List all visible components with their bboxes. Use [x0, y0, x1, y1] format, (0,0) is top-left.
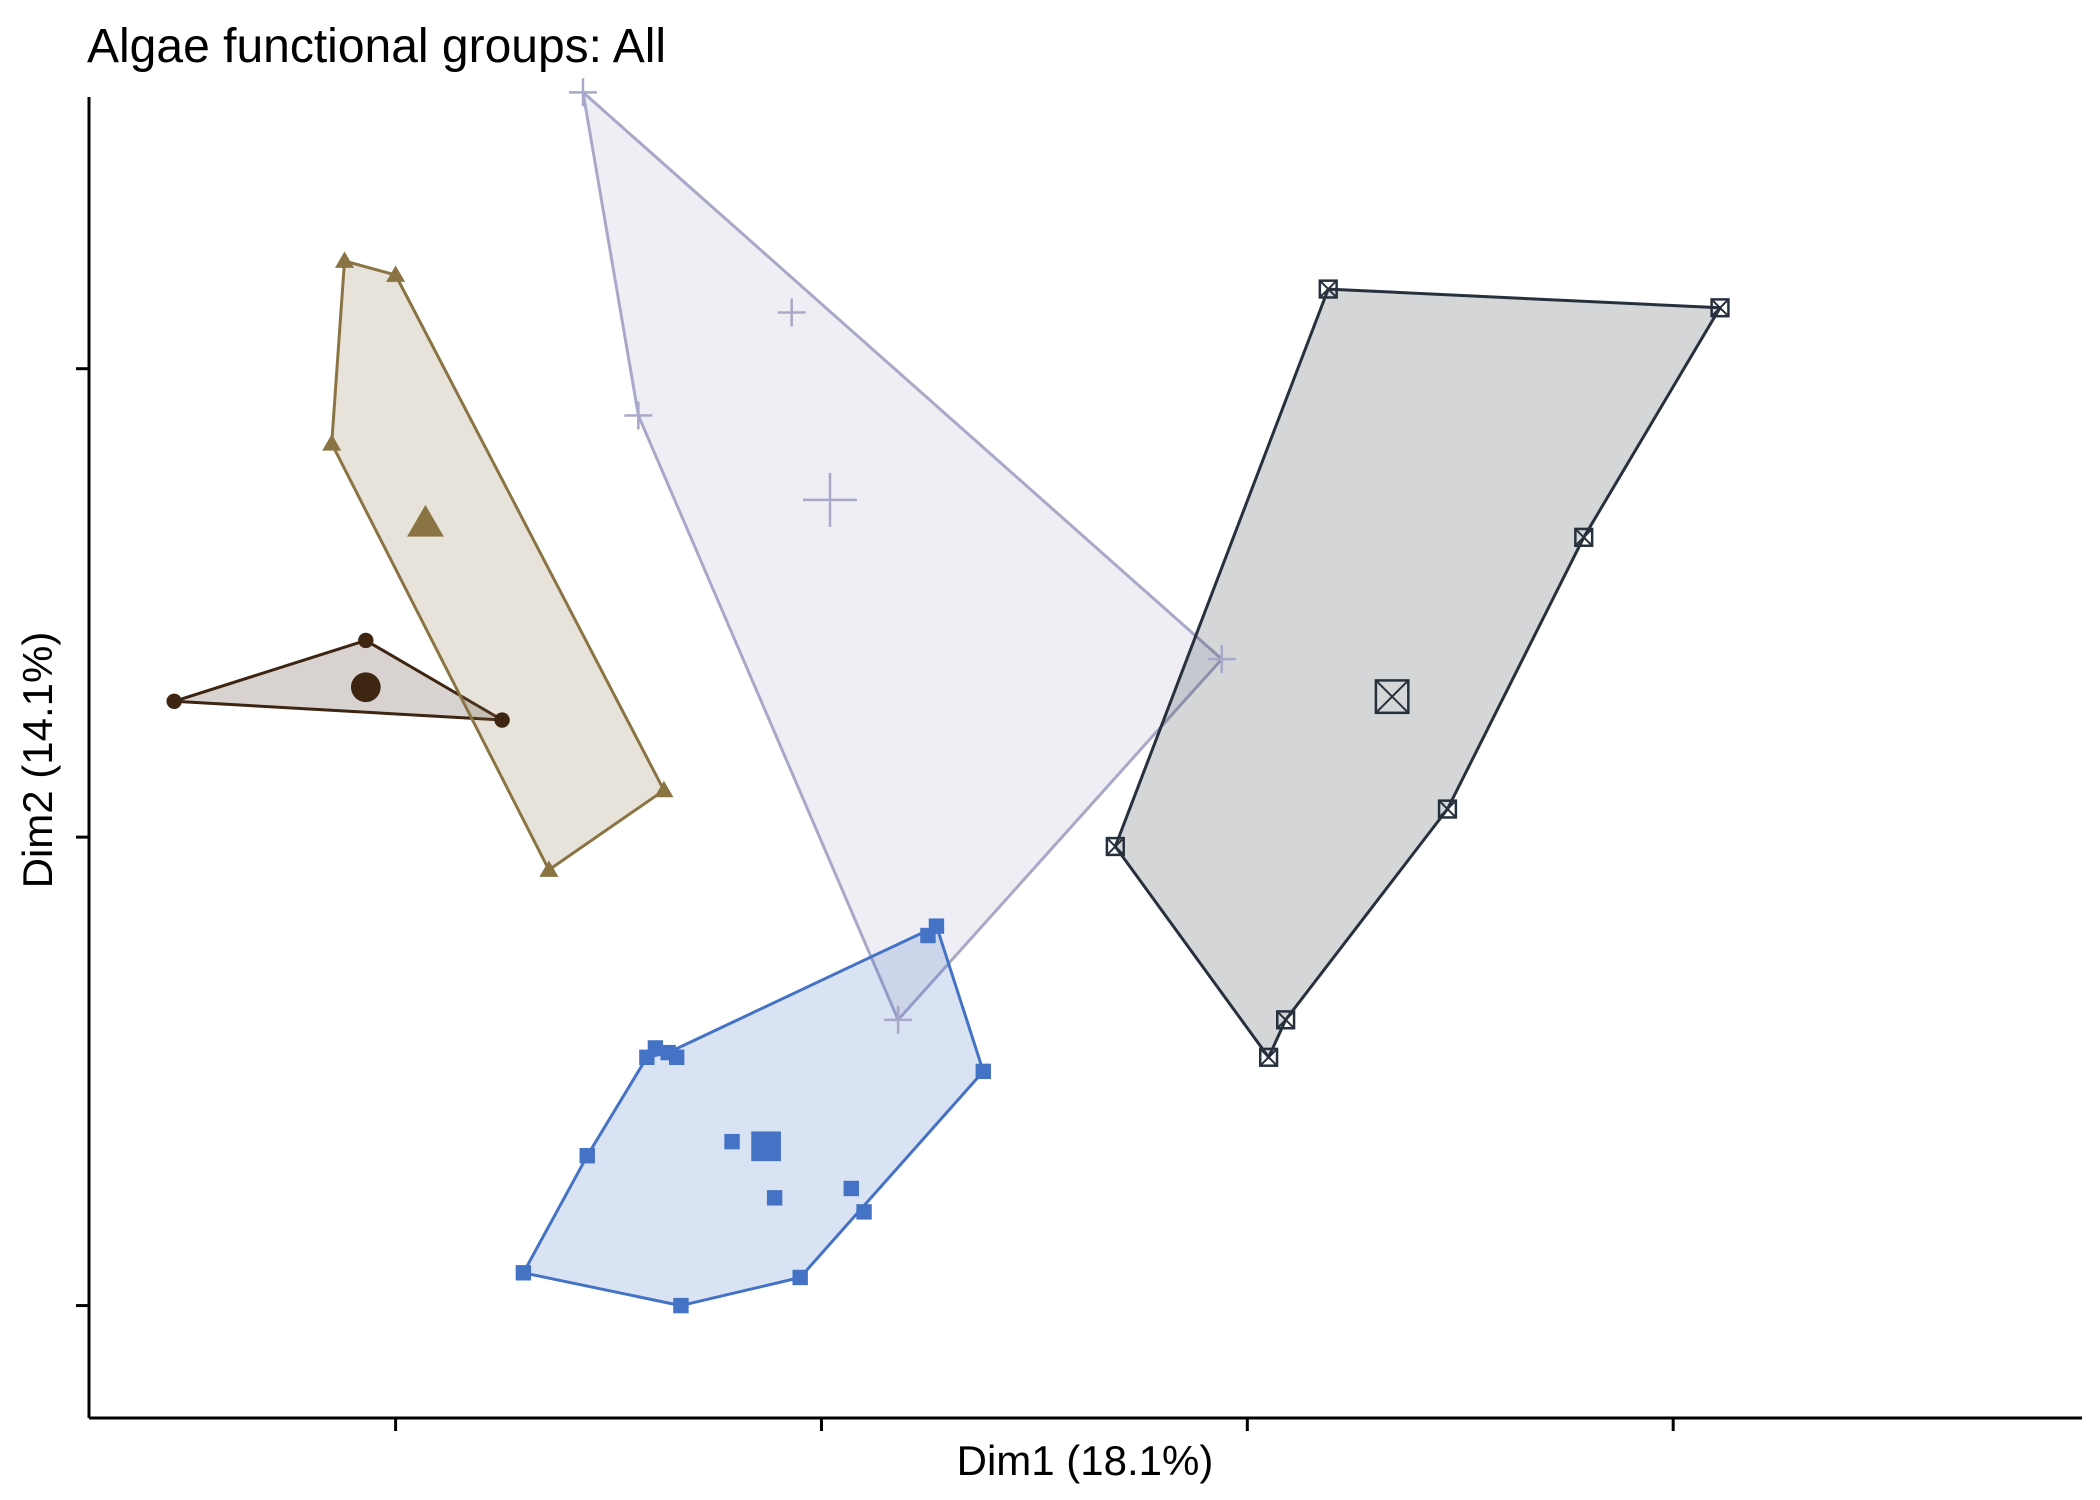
centroid-circle [350, 672, 381, 703]
point-crossed-square-box [1276, 1010, 1296, 1030]
point-triangle [322, 434, 342, 451]
point-crossed-square-d2 [1710, 298, 1730, 317]
point-plus [777, 298, 806, 327]
point-crossed-square-d2 [1259, 1048, 1278, 1067]
point-circle [166, 693, 182, 709]
point-square [724, 1133, 740, 1150]
point-crossed-square-d2 [1319, 279, 1338, 299]
point-crossed-square-box [1258, 1047, 1279, 1067]
x-axis-label: Dim1 (18.1%) [957, 1437, 1214, 1484]
point-square [792, 1269, 808, 1286]
point-crossed-square-d2 [1574, 528, 1593, 547]
point-plus [884, 1005, 913, 1034]
point-square [856, 1204, 872, 1220]
centroid-crossed-square-d2 [1375, 679, 1410, 714]
point-crossed-square [1437, 799, 1458, 819]
centroid-plus [802, 472, 857, 527]
hull-triangle [330, 259, 666, 872]
point-crossed-square-d2 [1276, 1010, 1295, 1029]
point-triangle [654, 780, 674, 798]
point-crossed-square [1318, 279, 1338, 299]
point-square [975, 1063, 991, 1080]
point-crossed-square-box [1318, 279, 1338, 299]
centroid-triangle [407, 504, 444, 537]
point-crossed-square-box [1574, 527, 1594, 547]
point-crossed-square [1710, 298, 1730, 318]
point-square [928, 918, 945, 934]
point-crossed-square-box [1710, 298, 1730, 318]
point-crossed-square-d2 [1106, 837, 1125, 856]
point-square [515, 1265, 532, 1281]
chart-title: Algae functional groups: All [87, 20, 666, 73]
point-plus [1207, 645, 1236, 674]
point-circle [494, 712, 510, 728]
data-points [166, 78, 1730, 1314]
point-triangle [539, 860, 559, 877]
group-hulls [172, 90, 1722, 1308]
centroid-crossed-square [1374, 679, 1410, 715]
point-square [579, 1147, 595, 1164]
point-crossed-square-d2 [1438, 799, 1457, 819]
point-square [766, 1190, 783, 1206]
hull-plus [581, 90, 1224, 1022]
point-crossed-square-box [1105, 836, 1125, 857]
y-axis-label: Dim2 (14.1%) [14, 632, 61, 889]
axes [76, 97, 2082, 1431]
point-square [673, 1297, 689, 1314]
point-crossed-square-box [1437, 799, 1458, 819]
point-triangle [334, 251, 355, 268]
centroid-square [751, 1131, 781, 1162]
point-square [668, 1049, 685, 1066]
point-crossed-square [1574, 527, 1594, 547]
hull-square [521, 924, 985, 1308]
point-crossed-square [1105, 836, 1125, 857]
point-crossed-square [1258, 1047, 1279, 1067]
point-crossed-square [1276, 1010, 1296, 1030]
hull-crossed-square [1113, 287, 1722, 1059]
centroid-crossed-square-box [1374, 679, 1410, 715]
point-plus [568, 78, 597, 107]
point-plus [624, 401, 653, 430]
point-triangle [386, 265, 406, 282]
point-circle [358, 632, 374, 649]
point-square [843, 1180, 859, 1197]
hull-circle [172, 638, 504, 722]
point-square [639, 1049, 655, 1066]
